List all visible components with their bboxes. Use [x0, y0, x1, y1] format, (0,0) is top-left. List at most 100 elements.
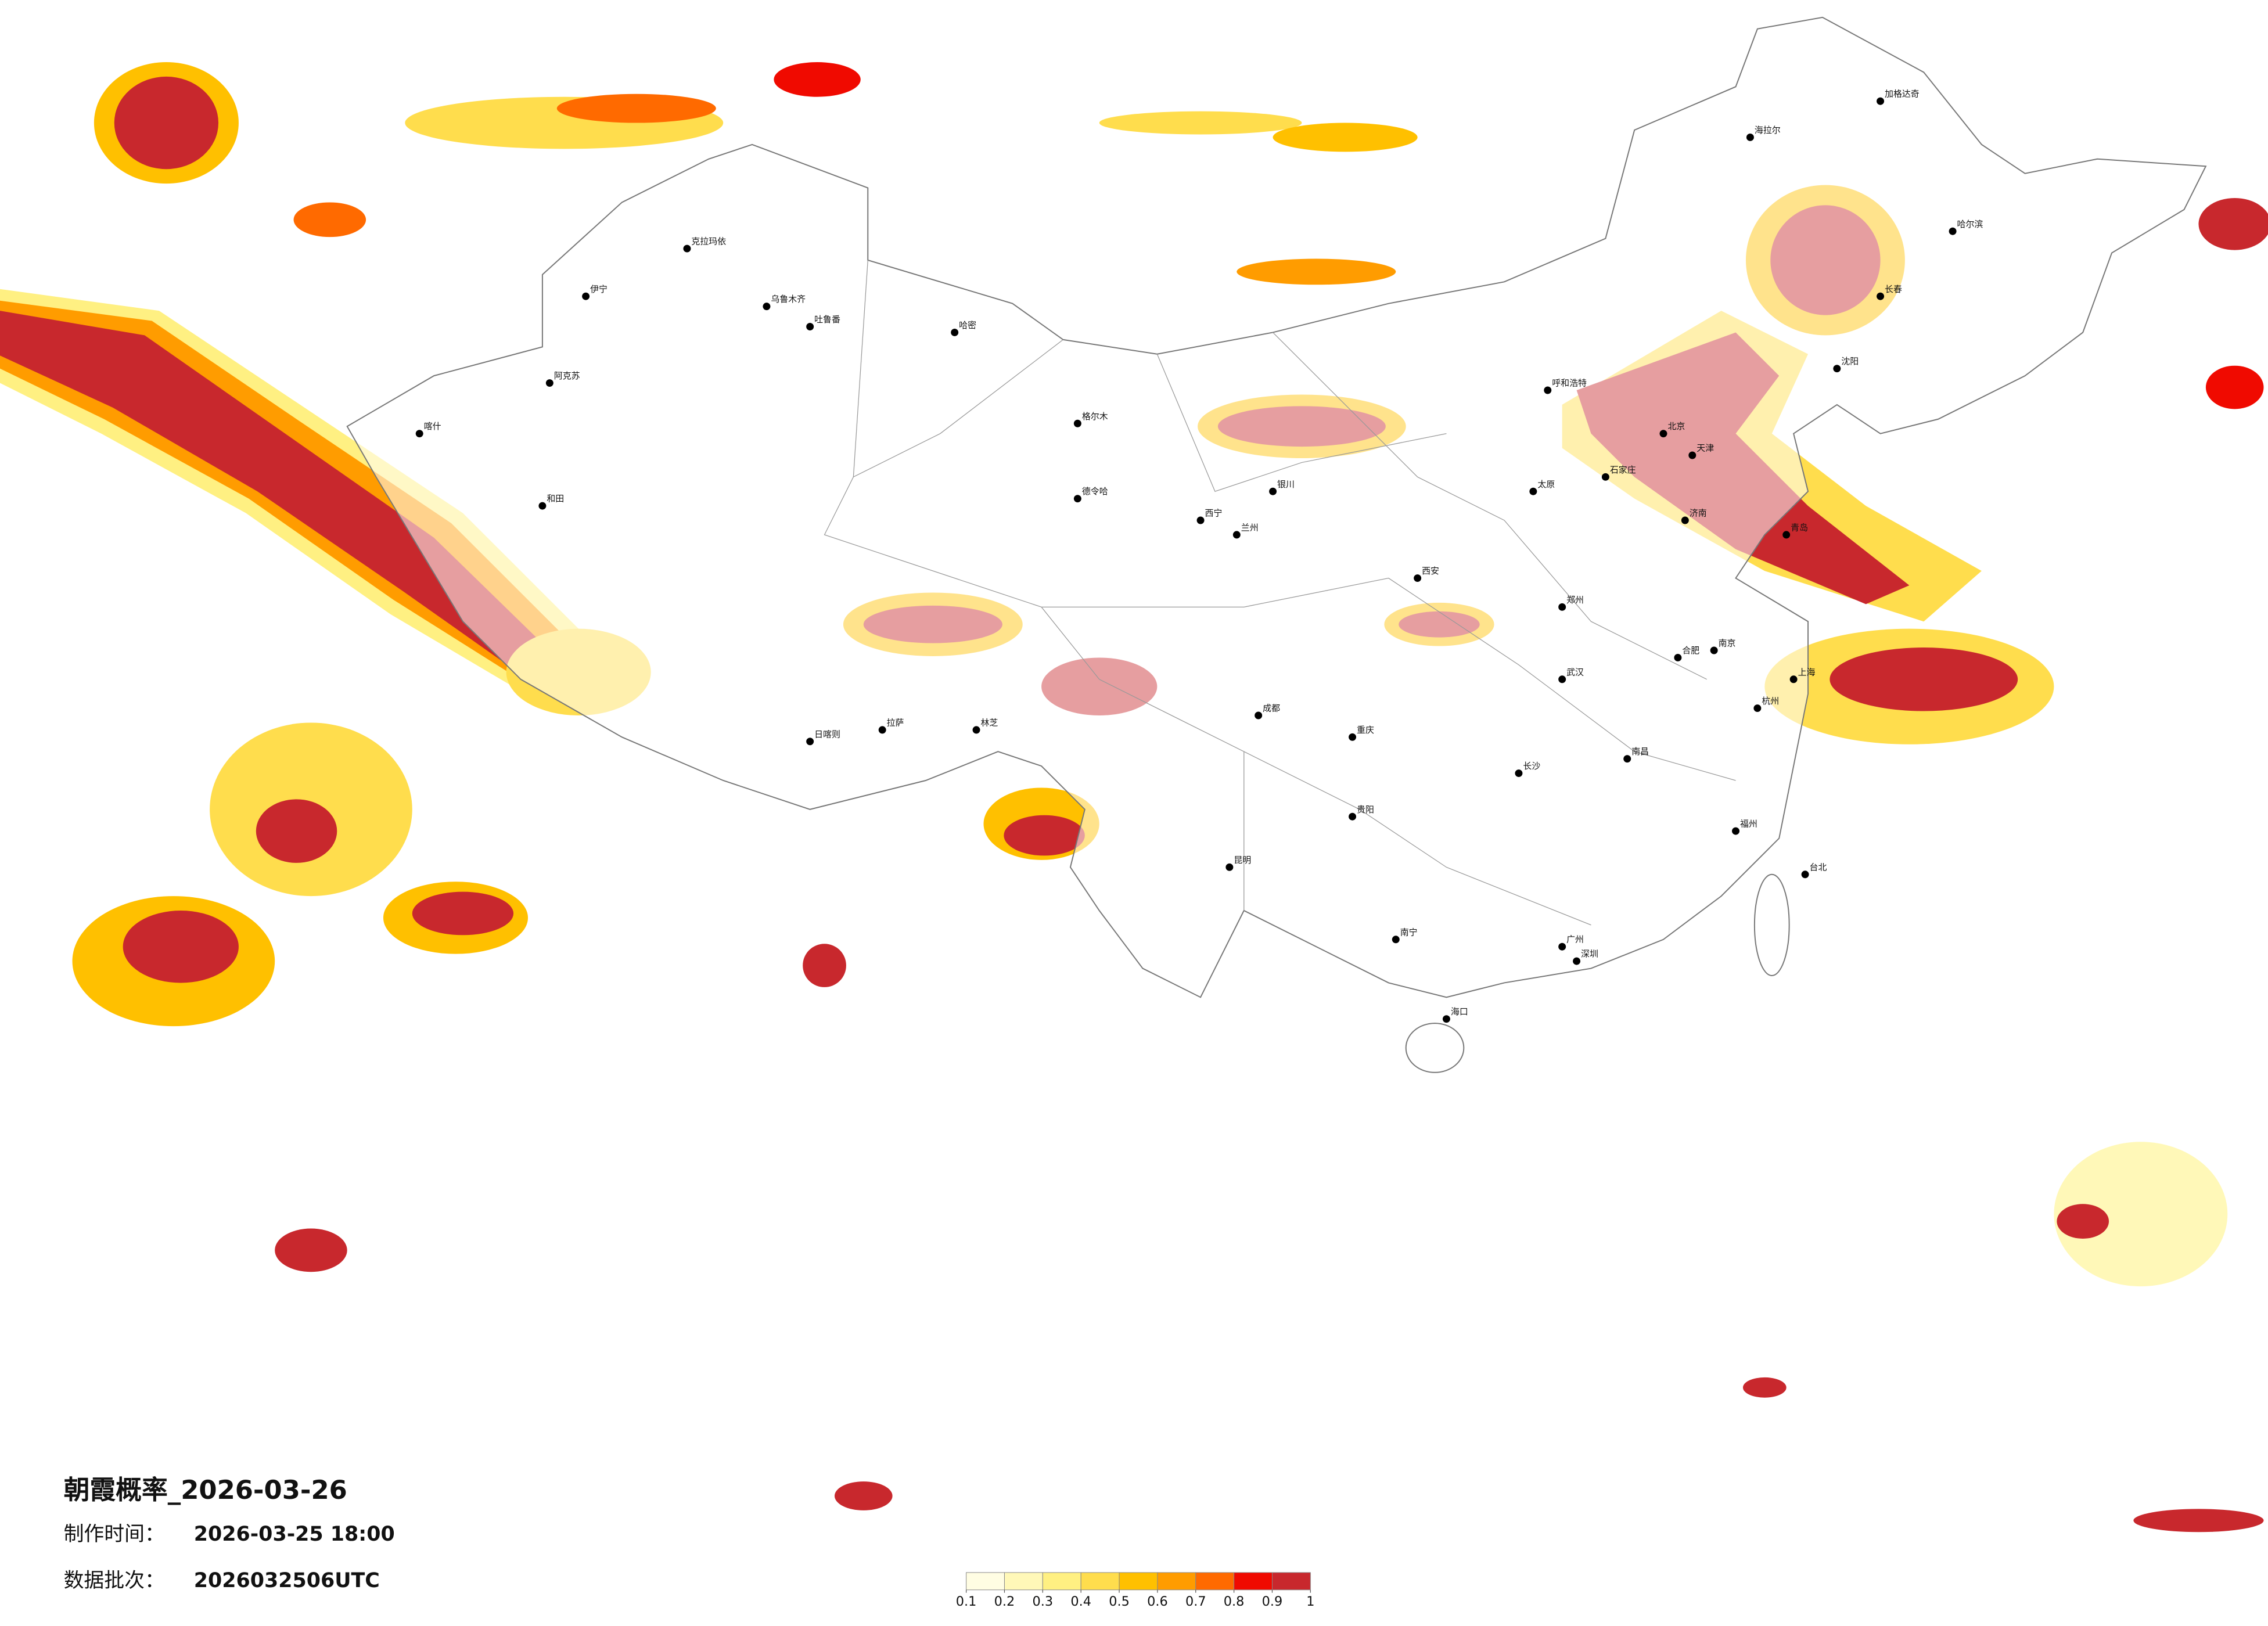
city-label: 成都	[1263, 703, 1280, 714]
city-dot	[1746, 133, 1754, 141]
field-area	[803, 944, 846, 987]
city-dot	[1558, 675, 1566, 684]
city-label: 格尔木	[1082, 411, 1108, 422]
city-label: 银川	[1277, 479, 1295, 490]
colorbar-tick-label: 1	[1306, 1594, 1314, 1609]
city-label: 伊宁	[590, 284, 608, 294]
city-dot	[1232, 531, 1241, 539]
city-dot	[1681, 516, 1689, 524]
field-area	[1273, 123, 1418, 152]
city-label: 喀什	[424, 421, 441, 431]
colorbar-tick-label: 0.4	[1070, 1594, 1091, 1609]
city-label: 德令哈	[1082, 486, 1108, 497]
city-dot	[1196, 516, 1205, 524]
city-dot	[1659, 430, 1667, 438]
city-dot	[763, 303, 771, 311]
field-area	[293, 202, 366, 238]
city-label: 哈密	[959, 320, 976, 330]
city-label: 重庆	[1357, 725, 1374, 735]
city-label: 克拉玛依	[691, 236, 726, 247]
field-area	[2054, 1142, 2228, 1287]
city-label: 长春	[1885, 284, 1902, 294]
city-label: 呼和浩特	[1552, 378, 1587, 388]
city-dot	[951, 328, 959, 336]
city-dot	[1073, 419, 1081, 427]
city-label: 昆明	[1234, 855, 1251, 865]
city-label: 西安	[1422, 566, 1439, 576]
made-label: 制作时间：	[64, 1523, 165, 1546]
city-dot	[1949, 227, 1957, 235]
colorbar-tick-label: 0.8	[1224, 1594, 1245, 1609]
field-area	[774, 62, 861, 97]
city-label: 和田	[547, 494, 564, 504]
city-dot	[1877, 97, 1885, 105]
city-dot	[538, 502, 547, 510]
city-dot	[1833, 365, 1841, 373]
city-dot	[1414, 574, 1422, 582]
made-time: 2026-03-25 18:00	[194, 1523, 395, 1546]
colorbar-tick-label: 0.2	[994, 1594, 1015, 1609]
field-area	[1830, 647, 2018, 711]
field-area	[556, 93, 716, 123]
city-label: 南京	[1719, 638, 1736, 649]
city-label: 杭州	[1762, 696, 1779, 706]
city-label: 福州	[1740, 819, 1757, 829]
city-dot	[1515, 769, 1523, 778]
city-dot	[1623, 755, 1631, 763]
colorbar-tick-label: 0.5	[1109, 1594, 1130, 1609]
field-area	[123, 911, 239, 983]
city-label: 北京	[1667, 421, 1685, 431]
city-dot	[1392, 936, 1400, 944]
colorbar-segment	[1234, 1572, 1273, 1591]
colorbar-tick-label: 0.7	[1185, 1594, 1206, 1609]
colorbar-segment	[1042, 1572, 1081, 1591]
colorbar-segment	[1080, 1572, 1120, 1591]
taiwan-outline	[1753, 873, 1790, 976]
city-label: 郑州	[1566, 595, 1584, 605]
city-dot	[1544, 386, 1552, 394]
city-label: 沈阳	[1841, 356, 1859, 366]
city-label: 广州	[1566, 934, 1584, 945]
batch-label: 数据批次：	[64, 1569, 165, 1592]
city-label: 济南	[1690, 508, 1707, 519]
city-label: 兰州	[1241, 522, 1259, 533]
city-dot	[1688, 451, 1696, 459]
city-label: 海口	[1451, 1006, 1468, 1017]
city-dot	[1674, 653, 1682, 661]
city-label: 武汉	[1566, 667, 1584, 677]
city-dot	[1255, 711, 1263, 720]
colorbar-segment	[1271, 1572, 1311, 1591]
city-dot	[1442, 1015, 1450, 1023]
colorbar-segment	[1004, 1572, 1043, 1591]
city-label: 深圳	[1581, 949, 1598, 959]
hainan-outline	[1405, 1023, 1465, 1073]
colorbar-tick-label: 0.1	[956, 1594, 977, 1609]
colorbar-segment	[1195, 1572, 1235, 1591]
field-area	[2198, 197, 2268, 250]
city-label: 林芝	[981, 717, 998, 728]
city-label: 青岛	[1791, 522, 1808, 533]
field-area	[275, 1228, 347, 1272]
city-dot	[1601, 473, 1609, 481]
city-label: 日喀则	[814, 729, 840, 739]
city-dot	[1753, 704, 1762, 713]
province-borders	[824, 260, 1736, 926]
city-label: 天津	[1696, 443, 1714, 454]
city-dot	[806, 323, 814, 330]
city-label: 太原	[1537, 479, 1555, 490]
city-label: 上海	[1798, 667, 1816, 677]
city-label: 南昌	[1631, 746, 1649, 757]
field-area	[1742, 1377, 1787, 1398]
city-dot	[545, 379, 553, 387]
colorbar-tick-label: 0.3	[1033, 1594, 1054, 1609]
colorbar-tick-label: 0.9	[1262, 1594, 1283, 1609]
city-label: 台北	[1810, 862, 1827, 872]
city-dot	[1801, 870, 1809, 879]
field-area	[2133, 1509, 2264, 1533]
city-dot	[1877, 292, 1885, 300]
city-dot	[1782, 531, 1791, 539]
city-label: 贵阳	[1357, 804, 1374, 815]
map-title: 朝霞概率_2026-03-26	[64, 1474, 347, 1505]
city-dot	[1573, 957, 1581, 965]
